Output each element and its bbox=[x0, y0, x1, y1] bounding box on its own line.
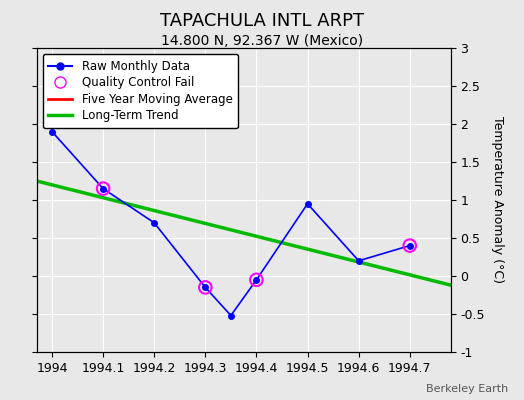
Point bbox=[99, 186, 107, 192]
Legend: Raw Monthly Data, Quality Control Fail, Five Year Moving Average, Long-Term Tren: Raw Monthly Data, Quality Control Fail, … bbox=[42, 54, 238, 128]
Y-axis label: Temperature Anomaly (°C): Temperature Anomaly (°C) bbox=[492, 116, 504, 284]
Text: Berkeley Earth: Berkeley Earth bbox=[426, 384, 508, 394]
Text: 14.800 N, 92.367 W (Mexico): 14.800 N, 92.367 W (Mexico) bbox=[161, 34, 363, 48]
Point bbox=[201, 284, 210, 290]
Text: TAPACHULA INTL ARPT: TAPACHULA INTL ARPT bbox=[160, 12, 364, 30]
Point bbox=[406, 242, 414, 249]
Point bbox=[252, 277, 260, 283]
